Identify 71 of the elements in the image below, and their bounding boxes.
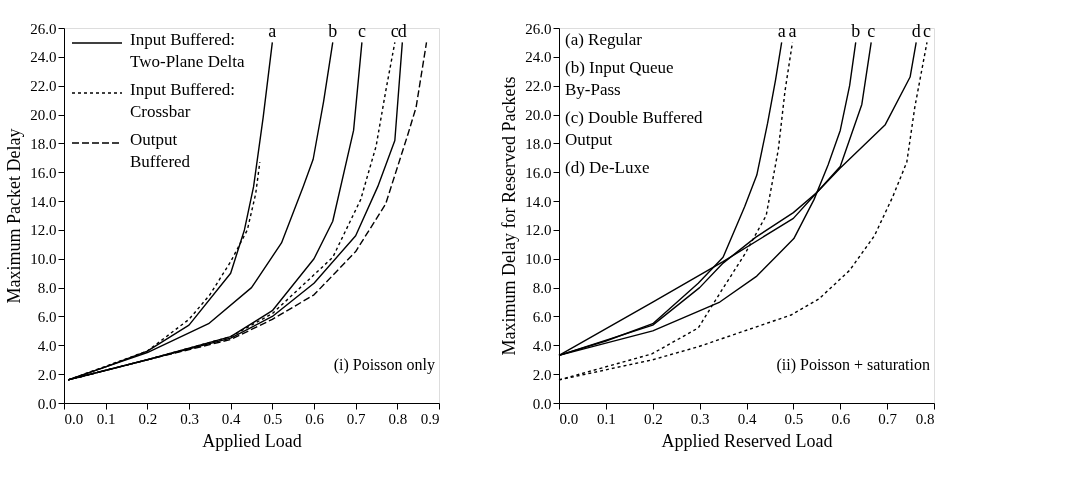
annotation: b <box>851 21 861 42</box>
y-tick-label: 16.0 <box>30 164 57 181</box>
y-tick-label: 20.0 <box>30 107 57 124</box>
y-tick-label: 10.0 <box>30 251 57 268</box>
annotation: c <box>867 21 876 42</box>
y-tick-label: 16.0 <box>525 164 552 181</box>
x-tick-label: 0.1 <box>96 410 116 427</box>
x-tick-label: 0.5 <box>784 410 804 427</box>
x-tick-label: 0.2 <box>643 410 663 427</box>
legend-label: Input Buffered: Two-Plane Delta <box>130 30 245 71</box>
y-tick-label: 8.0 <box>532 280 552 297</box>
y-tick-label: 12.0 <box>525 222 552 239</box>
y-tick-label: 18.0 <box>525 135 552 152</box>
y-tick-label: 22.0 <box>525 78 552 95</box>
x-axis-title: Applied Reserved Load <box>661 430 833 451</box>
annotation: a <box>788 21 797 42</box>
annotation: (b) Input Queue By-Pass <box>565 58 674 99</box>
y-tick-label: 0.0 <box>532 395 552 412</box>
x-tick-label: 0.4 <box>221 410 242 427</box>
x-tick-label: 0.6 <box>831 410 851 427</box>
x-tick-label: 0.8 <box>915 410 935 427</box>
y-tick-label: 2.0 <box>37 366 57 383</box>
y-axis-title: Maximum Packet Delay <box>4 128 25 304</box>
x-axis-title: Applied Load <box>202 430 302 451</box>
annotation: (c) Double Buffered Output <box>565 108 704 149</box>
annotation: (a) Regular <box>565 30 643 49</box>
y-tick-label: 18.0 <box>30 135 57 152</box>
y-tick-label: 4.0 <box>532 337 552 354</box>
legend-label: Input Buffered: Crossbar <box>130 80 235 121</box>
y-tick-label: 24.0 <box>525 49 552 66</box>
annotation: d <box>911 21 921 42</box>
y-tick-label: 12.0 <box>30 222 57 239</box>
x-tick-label: 0.7 <box>878 410 898 427</box>
y-axis-title: Maximum Delay for Reserved Packets <box>499 76 520 356</box>
y-tick-label: 24.0 <box>30 49 57 66</box>
y-tick-label: 14.0 <box>30 193 57 210</box>
y-tick-label: 2.0 <box>532 366 552 383</box>
y-tick-label: 26.0 <box>525 20 552 37</box>
annotation: c <box>357 21 366 42</box>
legend-label: Output Buffered <box>130 130 191 171</box>
annotation: (d) De-Luxe <box>565 158 650 177</box>
y-tick-label: 4.0 <box>37 337 57 354</box>
annotation: b <box>328 21 338 42</box>
annotation: d <box>397 21 407 42</box>
y-tick-label: 20.0 <box>525 107 552 124</box>
annotation: c <box>922 21 931 42</box>
x-tick-label: 0.0 <box>64 410 84 427</box>
y-tick-label: 26.0 <box>30 20 57 37</box>
y-tick-label: 14.0 <box>525 193 552 210</box>
x-tick-label: 0.8 <box>388 410 408 427</box>
x-tick-label: 0.5 <box>263 410 283 427</box>
x-tick-label: 0.0 <box>559 410 579 427</box>
y-tick-label: 6.0 <box>532 308 552 325</box>
annotation: (ii) Poisson + saturation <box>776 356 930 374</box>
annotation: c <box>390 21 399 42</box>
x-tick-label: 0.7 <box>346 410 367 427</box>
x-tick-label: 0.9 <box>420 410 440 427</box>
y-tick-label: 0.0 <box>37 395 57 412</box>
x-tick-label: 0.6 <box>305 410 325 427</box>
annotation: a <box>268 21 277 42</box>
annotation: (i) Poisson only <box>333 356 435 374</box>
x-tick-label: 0.3 <box>690 410 710 427</box>
x-tick-label: 0.2 <box>138 410 158 427</box>
y-tick-label: 8.0 <box>37 280 57 297</box>
x-tick-label: 0.3 <box>180 410 199 427</box>
y-tick-label: 6.0 <box>37 308 57 325</box>
x-tick-label: 0.4 <box>737 410 757 427</box>
y-tick-label: 22.0 <box>30 78 57 95</box>
annotation: a <box>777 21 786 42</box>
x-tick-label: 0.1 <box>597 410 616 427</box>
y-tick-label: 10.0 <box>525 251 552 268</box>
